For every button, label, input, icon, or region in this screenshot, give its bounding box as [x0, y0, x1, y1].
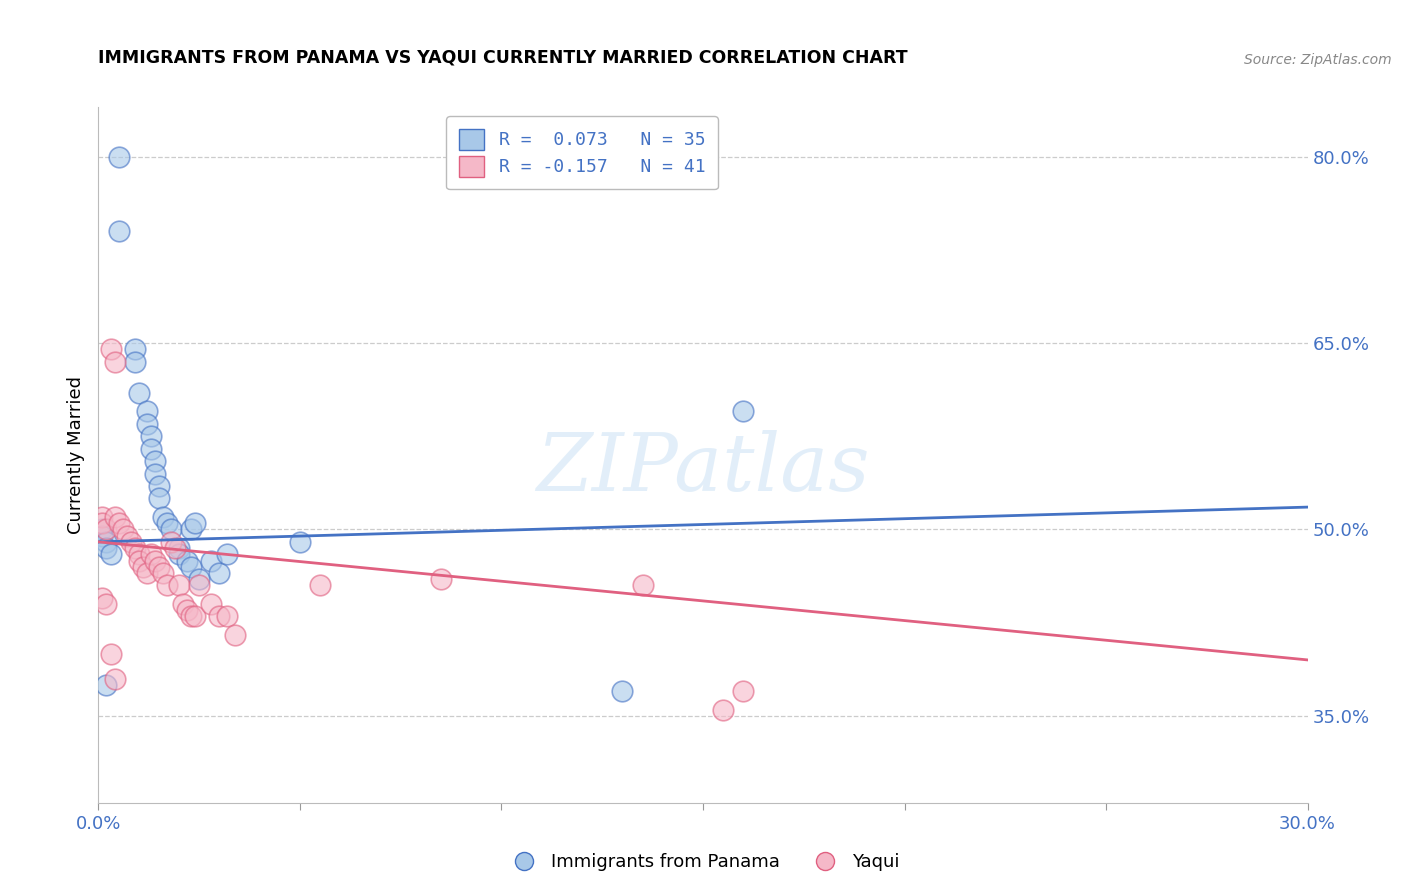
Point — [156, 516, 179, 531]
Point — [176, 553, 198, 567]
Point — [139, 442, 162, 456]
Point — [167, 541, 190, 555]
Point — [124, 343, 146, 357]
Point — [188, 572, 211, 586]
Point — [91, 529, 114, 543]
Point — [167, 578, 190, 592]
Point — [208, 609, 231, 624]
Point — [288, 534, 311, 549]
Point — [96, 534, 118, 549]
Text: Source: ZipAtlas.com: Source: ZipAtlas.com — [1244, 53, 1392, 67]
Point — [224, 628, 246, 642]
Point — [180, 609, 202, 624]
Text: ZIPatlas: ZIPatlas — [536, 430, 870, 508]
Point — [120, 534, 142, 549]
Point — [135, 566, 157, 580]
Point — [103, 672, 125, 686]
Point — [135, 404, 157, 418]
Point — [139, 547, 162, 561]
Point — [309, 578, 332, 592]
Point — [148, 479, 170, 493]
Point — [124, 355, 146, 369]
Point — [91, 591, 114, 605]
Point — [128, 553, 150, 567]
Point — [217, 547, 239, 561]
Point — [107, 150, 129, 164]
Point — [631, 578, 654, 592]
Point — [115, 529, 138, 543]
Point — [132, 559, 155, 574]
Point — [96, 678, 118, 692]
Point — [733, 404, 755, 418]
Point — [217, 609, 239, 624]
Point — [107, 516, 129, 531]
Point — [184, 609, 207, 624]
Point — [96, 541, 118, 555]
Point — [107, 224, 129, 238]
Point — [200, 597, 222, 611]
Point — [172, 597, 194, 611]
Point — [711, 703, 734, 717]
Legend: R =  0.073   N = 35, R = -0.157   N = 41: R = 0.073 N = 35, R = -0.157 N = 41 — [446, 116, 718, 189]
Point — [143, 553, 166, 567]
Point — [152, 510, 174, 524]
Point — [128, 385, 150, 400]
Point — [96, 523, 118, 537]
Point — [156, 578, 179, 592]
Point — [200, 553, 222, 567]
Point — [733, 684, 755, 698]
Point — [111, 523, 134, 537]
Point — [163, 541, 186, 555]
Point — [430, 572, 453, 586]
Point — [208, 566, 231, 580]
Y-axis label: Currently Married: Currently Married — [66, 376, 84, 534]
Point — [160, 523, 183, 537]
Point — [143, 454, 166, 468]
Point — [176, 603, 198, 617]
Point — [143, 467, 166, 481]
Point — [160, 534, 183, 549]
Point — [188, 578, 211, 592]
Point — [135, 417, 157, 431]
Point — [91, 523, 114, 537]
Point — [148, 491, 170, 506]
Point — [91, 510, 114, 524]
Point — [612, 684, 634, 698]
Point — [91, 516, 114, 531]
Point — [180, 559, 202, 574]
Point — [100, 647, 122, 661]
Point — [96, 597, 118, 611]
Point — [180, 523, 202, 537]
Point — [139, 429, 162, 443]
Point — [128, 547, 150, 561]
Point — [100, 343, 122, 357]
Legend: Immigrants from Panama, Yaqui: Immigrants from Panama, Yaqui — [499, 847, 907, 879]
Point — [124, 541, 146, 555]
Point — [103, 510, 125, 524]
Point — [148, 559, 170, 574]
Point — [103, 355, 125, 369]
Point — [152, 566, 174, 580]
Point — [184, 516, 207, 531]
Point — [100, 547, 122, 561]
Point — [167, 547, 190, 561]
Text: IMMIGRANTS FROM PANAMA VS YAQUI CURRENTLY MARRIED CORRELATION CHART: IMMIGRANTS FROM PANAMA VS YAQUI CURRENTL… — [98, 49, 908, 67]
